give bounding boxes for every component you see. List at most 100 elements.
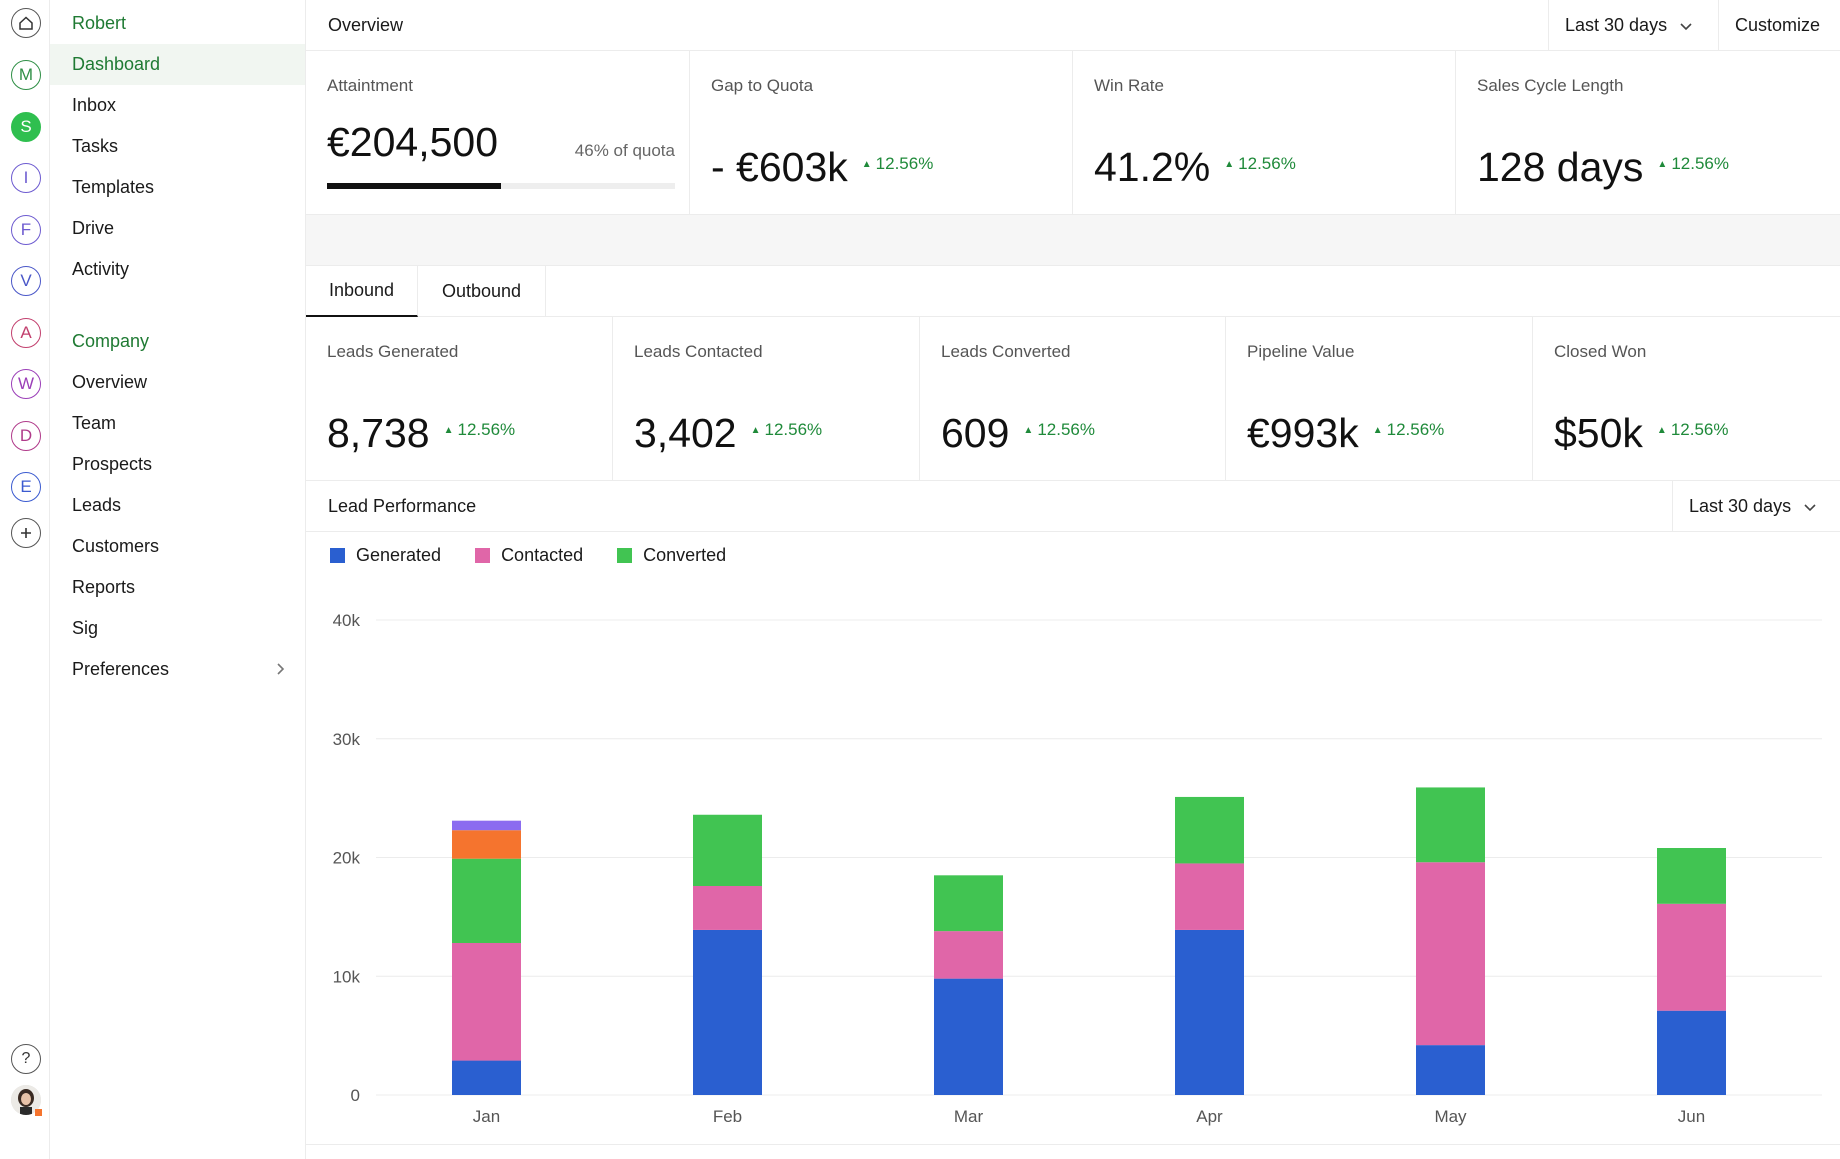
trend-up-icon: ▲ — [1224, 159, 1235, 171]
legend-swatch — [617, 548, 633, 563]
kpi-value: 3,402 — [634, 410, 737, 456]
quota-progress-bar — [327, 183, 675, 189]
kpi-leads-contacted: Leads Contacted 3,402 ▲ 12.56% — [613, 317, 920, 481]
kpi-label: Sales Cycle Length — [1477, 76, 1624, 95]
bar-feb-generated — [693, 929, 762, 1095]
bar-jun-converted — [1657, 848, 1726, 904]
kpi-attainment: Attaintment €204,500 46% of quota — [306, 51, 690, 215]
sidebar-item-drive[interactable]: Drive — [72, 218, 115, 238]
home-icon[interactable] — [11, 8, 41, 38]
legend-label: Contacted — [501, 545, 584, 565]
workspace-i-icon[interactable]: I — [11, 163, 41, 193]
bar-feb-converted — [693, 814, 762, 886]
x-tick-label: Feb — [713, 1107, 742, 1126]
section-divider — [306, 215, 1840, 266]
customize-button[interactable]: Customize — [1718, 0, 1840, 51]
lead-tabs: Inbound Outbound — [306, 266, 1840, 317]
sidebar-item-tasks[interactable]: Tasks — [72, 136, 119, 156]
add-workspace-icon[interactable] — [11, 518, 41, 548]
bar-apr-converted — [1175, 796, 1244, 864]
kpi-pipeline-value: Pipeline Value €993k ▲ 12.56% — [1226, 317, 1533, 481]
kpi-leads-generated: Leads Generated 8,738 ▲ 12.56% — [306, 317, 613, 481]
kpi-value: 41.2% — [1094, 144, 1211, 190]
sidebar-item-preferences[interactable]: Preferences — [50, 649, 305, 690]
trend-up-icon: ▲ — [1372, 425, 1383, 437]
x-tick-label: Apr — [1196, 1107, 1223, 1126]
kpi-gap-to-quota: Gap to Quota - €603k ▲ 12.56% — [690, 51, 1073, 215]
tab-outbound[interactable]: Outbound — [418, 266, 546, 317]
kpi-delta: 12.56% — [1037, 420, 1095, 440]
bar-feb-contacted — [693, 886, 762, 930]
bar-mar-generated — [934, 978, 1003, 1095]
top-bar: Overview Last 30 days Customize — [306, 0, 1840, 51]
workspace-w-icon[interactable]: W — [11, 369, 41, 399]
workspace-d-icon[interactable]: D — [11, 420, 41, 451]
y-tick-label: 10k — [333, 967, 361, 986]
bar-jan-segment — [452, 820, 521, 831]
legend-item-generated[interactable]: Generated — [330, 545, 441, 566]
kpi-sales-cycle: Sales Cycle Length 128 days ▲ 12.56% — [1456, 51, 1840, 215]
bar-jan-generated — [452, 1060, 521, 1095]
tab-inbound[interactable]: Inbound — [306, 266, 418, 317]
chevron-down-icon — [1804, 503, 1816, 511]
sidebar-item-sig[interactable]: Sig — [72, 618, 99, 638]
x-tick-label: Mar — [954, 1107, 984, 1126]
panel-bottom-border — [306, 1144, 1840, 1145]
trend-up-icon: ▲ — [1657, 159, 1668, 171]
workspace-v-icon[interactable]: V — [11, 266, 41, 296]
sidebar-item-overview[interactable]: Overview — [72, 372, 148, 392]
legend-item-contacted[interactable]: Contacted — [475, 545, 583, 566]
sidebar-item-inbox[interactable]: Inbox — [72, 95, 117, 115]
x-tick-label: Jan — [473, 1107, 500, 1126]
chevron-down-icon — [1680, 22, 1692, 30]
kpi-label: Leads Contacted — [634, 342, 763, 361]
y-tick-label: 40k — [333, 611, 361, 630]
kpi-value: 609 — [941, 410, 1010, 456]
chart-range-dropdown[interactable]: Last 30 days — [1672, 481, 1840, 532]
kpi-value: €993k — [1247, 410, 1359, 456]
kpi-delta: 12.56% — [1238, 154, 1296, 174]
kpi-value: 8,738 — [327, 410, 430, 456]
bar-apr-generated — [1175, 929, 1244, 1095]
workspace-m-icon[interactable]: M — [11, 60, 41, 90]
sidebar-user[interactable]: Robert — [72, 13, 127, 33]
legend-item-converted[interactable]: Converted — [617, 545, 726, 566]
workspace-s-icon[interactable]: S — [11, 111, 41, 142]
main-content: Overview Last 30 days Customize Attaintm… — [306, 0, 1840, 1159]
bar-may-converted — [1416, 787, 1485, 863]
sidebar-item-reports[interactable]: Reports — [72, 577, 136, 597]
bar-may-generated — [1416, 1045, 1485, 1095]
y-tick-label: 30k — [333, 730, 361, 749]
date-range-dropdown[interactable]: Last 30 days — [1548, 0, 1718, 51]
avatar[interactable] — [11, 1085, 41, 1115]
sidebar-item-leads[interactable]: Leads — [72, 495, 122, 515]
kpi-closed-won: Closed Won $50k ▲ 12.56% — [1533, 317, 1840, 481]
bar-jan-converted — [452, 858, 521, 943]
sidebar-item-team[interactable]: Team — [72, 413, 117, 433]
help-icon[interactable]: ? — [11, 1044, 41, 1074]
chart-legend: Generated Contacted Converted — [330, 545, 726, 566]
kpi-label: Gap to Quota — [711, 76, 814, 95]
sidebar-group-company[interactable]: Company — [72, 331, 150, 351]
kpi-value: - €603k — [711, 144, 848, 190]
lead-performance-chart: 0 10k 20k 30k 40k Jan Feb Mar Apr May Jun — [333, 611, 1822, 1126]
sidebar-item-dashboard[interactable]: Dashboard — [50, 44, 305, 85]
sidebar-item-activity[interactable]: Activity — [72, 259, 130, 279]
trend-up-icon: ▲ — [1023, 425, 1034, 437]
workspace-f-icon[interactable]: F — [11, 214, 41, 245]
y-tick-label: 20k — [333, 849, 361, 868]
trend-up-icon: ▲ — [443, 425, 454, 437]
sidebar-item-customers[interactable]: Customers — [72, 536, 160, 556]
kpi-delta: 12.56% — [1671, 154, 1729, 174]
kpi-value: €204,500 — [327, 119, 499, 165]
kpi-win-rate: Win Rate 41.2% ▲ 12.56% — [1073, 51, 1456, 215]
sidebar-item-templates[interactable]: Templates — [72, 177, 155, 197]
workspace-e-icon[interactable]: E — [11, 472, 41, 502]
workspace-a-icon[interactable]: A — [11, 317, 41, 348]
kpi-delta: 12.56% — [764, 420, 823, 440]
date-range-label: Last 30 days — [1565, 15, 1668, 35]
sidebar-item-prospects[interactable]: Prospects — [72, 454, 153, 474]
bar-mar-contacted — [934, 931, 1003, 979]
bar-jun-contacted — [1657, 903, 1726, 1011]
